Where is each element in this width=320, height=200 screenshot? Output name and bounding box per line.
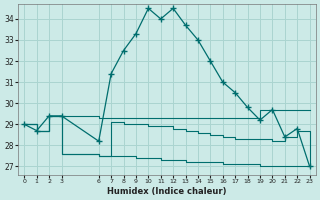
X-axis label: Humidex (Indice chaleur): Humidex (Indice chaleur) xyxy=(107,187,227,196)
